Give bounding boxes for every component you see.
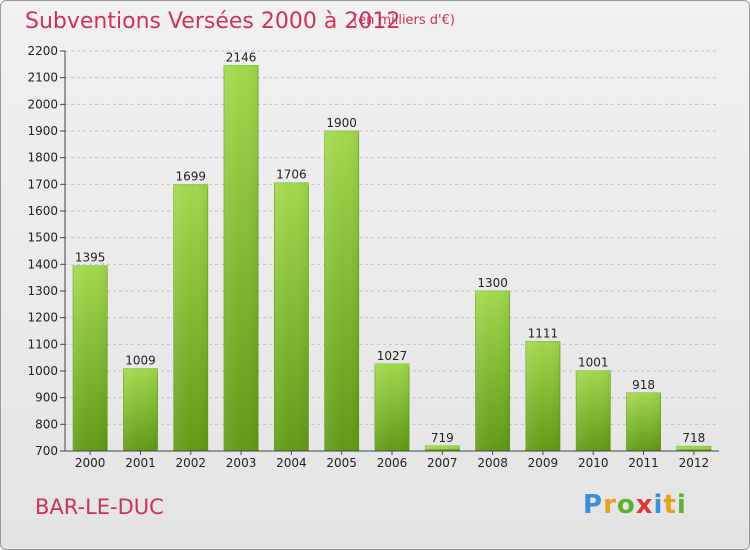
y-tick-label: 800 <box>35 417 58 431</box>
y-tick-label: 1500 <box>27 231 58 245</box>
logo-letter: o <box>616 490 636 520</box>
value-label: 1300 <box>477 276 508 290</box>
x-tick-label: 2000 <box>75 456 106 470</box>
logo-letter: t <box>663 490 677 520</box>
bar-sheen <box>123 368 158 451</box>
x-tick-label: 2001 <box>125 456 156 470</box>
y-tick-label: 2200 <box>27 44 58 58</box>
x-tick-label: 2010 <box>578 456 609 470</box>
value-label: 1706 <box>276 168 307 182</box>
y-tick-label: 1000 <box>27 364 58 378</box>
y-tick-label: 1100 <box>27 337 58 351</box>
value-label: 719 <box>431 431 454 445</box>
x-tick-label: 2003 <box>226 456 257 470</box>
bar-sheen <box>475 291 510 451</box>
bar-sheen <box>676 446 711 451</box>
chart-unit-note: (en milliers d'€) <box>353 13 455 28</box>
y-tick-label: 900 <box>35 391 58 405</box>
x-tick-label: 2002 <box>175 456 206 470</box>
bar-sheen <box>626 392 661 451</box>
y-tick-label: 1300 <box>27 284 58 298</box>
x-tick-label: 2011 <box>628 456 659 470</box>
value-label: 1395 <box>75 251 106 265</box>
logo-letter: i <box>653 490 664 520</box>
bar-sheen <box>324 131 359 451</box>
y-tick-label: 1900 <box>27 124 58 138</box>
bar-sheen <box>525 341 561 451</box>
logo-letter: r <box>603 490 617 520</box>
chart-title: Subventions Versées 2000 à 2012 <box>25 9 401 34</box>
y-tick-label: 1400 <box>27 257 58 271</box>
x-tick-label: 2012 <box>679 456 710 470</box>
bar-sheen <box>173 184 208 451</box>
value-label: 2146 <box>226 50 257 64</box>
bar-sheen <box>576 370 611 451</box>
value-label: 1027 <box>377 349 408 363</box>
value-label: 1111 <box>528 326 559 340</box>
x-tick-label: 2004 <box>276 456 307 470</box>
logo-letter: i <box>676 490 687 520</box>
x-tick-label: 2005 <box>326 456 357 470</box>
y-tick-label: 1800 <box>27 151 58 165</box>
city-name: BAR-LE-DUC <box>35 495 164 519</box>
bar-sheen <box>73 265 108 451</box>
x-tick-label: 2007 <box>427 456 458 470</box>
logo-letter: P <box>583 490 604 520</box>
y-tick-label: 2100 <box>27 71 58 85</box>
value-label: 1009 <box>125 354 156 368</box>
value-label: 1900 <box>326 116 357 130</box>
y-tick-label: 2000 <box>27 97 58 111</box>
x-tick-label: 2009 <box>528 456 559 470</box>
value-label: 918 <box>632 378 655 392</box>
value-label: 718 <box>682 431 705 445</box>
bar-sheen <box>374 363 410 451</box>
proxiti-logo: Proxiti <box>583 490 687 520</box>
value-label: 1699 <box>175 170 206 184</box>
bar-sheen <box>223 65 259 452</box>
y-tick-label: 1600 <box>27 204 58 218</box>
y-tick-label: 1200 <box>27 311 58 325</box>
bar-sheen <box>425 445 460 451</box>
x-tick-label: 2006 <box>377 456 408 470</box>
x-tick-label: 2008 <box>477 456 508 470</box>
logo-letter: x <box>635 490 654 520</box>
y-tick-label: 1700 <box>27 177 58 191</box>
y-tick-label: 700 <box>35 444 58 458</box>
bar-sheen <box>274 182 309 451</box>
value-label: 1001 <box>578 356 609 370</box>
